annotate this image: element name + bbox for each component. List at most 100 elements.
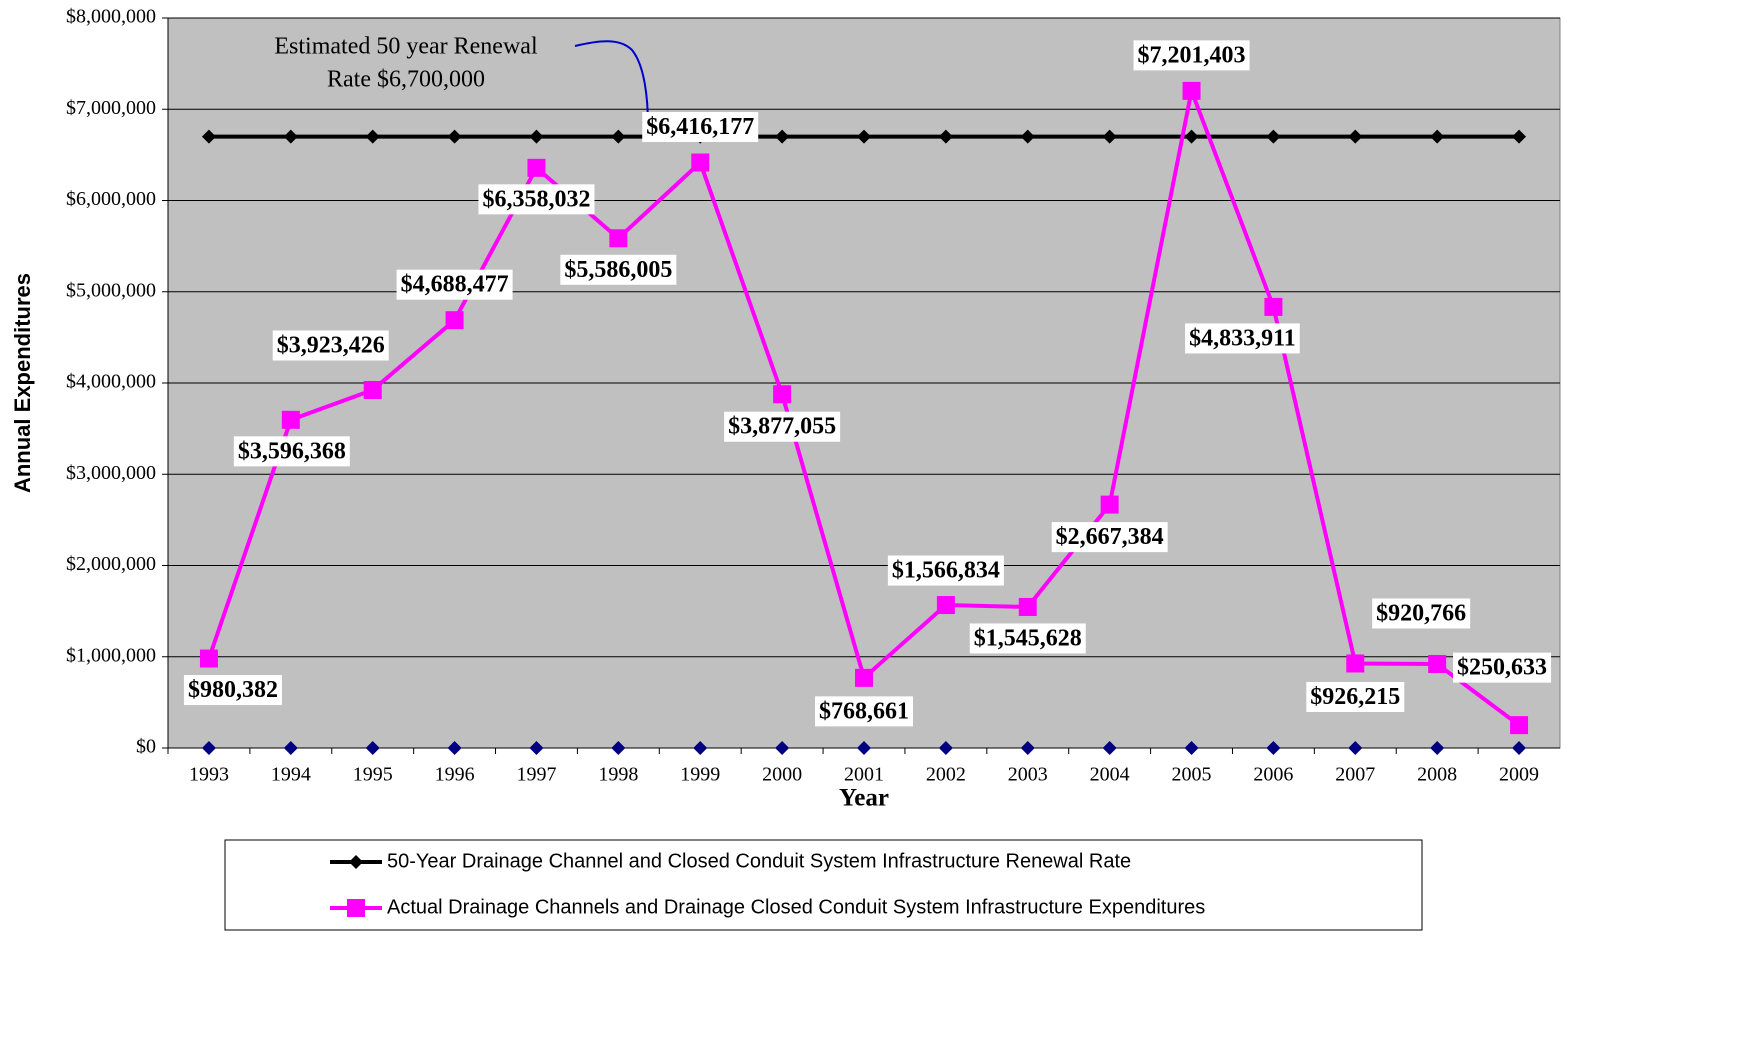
marker (1348, 129, 1363, 144)
marker (857, 129, 871, 144)
marker (1100, 495, 1119, 514)
x-tick-label: 1995 (353, 764, 393, 786)
value-label: $6,416,177 (642, 112, 759, 143)
value-label-box (1372, 598, 1471, 629)
marker (1102, 741, 1117, 755)
marker (365, 741, 380, 755)
marker (1266, 741, 1281, 755)
value-label: $980,382 (183, 675, 282, 706)
value-label-box (478, 184, 595, 215)
marker (1020, 129, 1035, 144)
marker (855, 668, 873, 687)
marker (938, 129, 953, 144)
marker (1510, 716, 1529, 735)
value-label: $920,766 (1372, 598, 1471, 629)
value-label: $1,566,834 (887, 555, 1004, 586)
x-tick-label: 2009 (1499, 764, 1539, 786)
x-tick-label: 2007 (1335, 764, 1375, 786)
marker (201, 129, 216, 144)
value-label-text: $920,766 (1376, 600, 1466, 626)
marker (281, 410, 300, 429)
value-label: $3,923,426 (272, 330, 389, 361)
y-tick-label: $5,000,000 (66, 279, 156, 301)
value-label: $4,833,911 (1185, 323, 1300, 354)
value-label-text: $3,596,368 (238, 438, 346, 464)
marker (1184, 129, 1199, 144)
x-tick-label: 2004 (1090, 764, 1130, 786)
marker (1512, 741, 1527, 755)
value-label-text: $4,688,477 (401, 272, 509, 298)
x-tick-label: 2003 (1008, 764, 1048, 786)
marker (1430, 741, 1445, 755)
y-tick-label: $8,000,000 (66, 6, 156, 28)
marker (691, 153, 710, 172)
x-tick-label: 1993 (189, 764, 229, 786)
value-label-text: $5,586,005 (564, 257, 672, 283)
value-label: $3,596,368 (233, 436, 350, 467)
marker (1266, 129, 1281, 144)
marker (447, 741, 462, 755)
marker (283, 129, 298, 144)
value-label-text: $3,923,426 (277, 332, 385, 358)
marker (1184, 741, 1199, 755)
value-label-text: $3,877,055 (728, 414, 836, 440)
value-label-text: $980,382 (188, 677, 278, 703)
annotation-arrow (574, 40, 649, 127)
value-label-text: $1,545,628 (974, 625, 1082, 651)
y-tick-label: $3,000,000 (66, 462, 156, 484)
annotation: Estimated 50 year Renewal (274, 34, 538, 60)
marker (347, 899, 365, 917)
marker (363, 380, 382, 399)
value-label: $5,586,005 (560, 254, 677, 285)
value-label-box (969, 623, 1086, 654)
x-tick-label: 2002 (926, 764, 966, 786)
x-tick-label: 2001 (844, 764, 884, 786)
marker (1020, 741, 1035, 755)
value-label-box (560, 254, 677, 285)
marker (529, 741, 544, 755)
x-tick-label: 2008 (1417, 764, 1457, 786)
value-label-text: $2,667,384 (1056, 524, 1164, 550)
marker (349, 855, 363, 869)
value-label-text: $4,833,911 (1189, 325, 1296, 351)
marker (529, 129, 544, 144)
y-axis-title: Annual Expenditures (10, 273, 35, 493)
marker (611, 741, 626, 755)
y-tick-label: $4,000,000 (66, 371, 156, 393)
value-label: $250,633 (1453, 652, 1552, 683)
value-label-text: $1,566,834 (892, 558, 1000, 584)
value-label-box (183, 675, 282, 706)
marker (775, 741, 790, 755)
marker (1346, 654, 1365, 673)
value-label-box (396, 269, 513, 300)
x-tick-label: 1994 (271, 764, 311, 786)
value-label-box (1306, 681, 1405, 712)
x-axis-title: Year (839, 785, 889, 812)
value-label-box (887, 555, 1004, 586)
x-tick-label: 2000 (762, 764, 802, 786)
value-label-text: $768,661 (819, 698, 909, 724)
marker (609, 229, 628, 248)
value-label-box (1453, 652, 1552, 683)
x-tick-label: 1998 (598, 764, 638, 786)
value-label-box (1185, 323, 1300, 354)
marker (773, 385, 792, 404)
x-tick-label: 2005 (1172, 764, 1212, 786)
marker (445, 311, 464, 330)
marker (1430, 129, 1445, 144)
value-label-text: $7,201,403 (1138, 42, 1246, 68)
y-tick-label: $6,000,000 (66, 188, 156, 210)
value-label-box (272, 330, 389, 361)
marker (1102, 129, 1117, 144)
marker (1348, 741, 1363, 755)
marker (527, 158, 546, 177)
marker (1512, 129, 1527, 144)
value-label-text: $6,358,032 (482, 186, 590, 212)
marker (693, 741, 708, 755)
value-label-box (724, 411, 841, 442)
value-label: $3,877,055 (724, 411, 841, 442)
x-tick-label: 1997 (516, 764, 556, 786)
marker (201, 741, 216, 755)
value-label: $926,215 (1306, 681, 1405, 712)
value-label-box (233, 436, 350, 467)
